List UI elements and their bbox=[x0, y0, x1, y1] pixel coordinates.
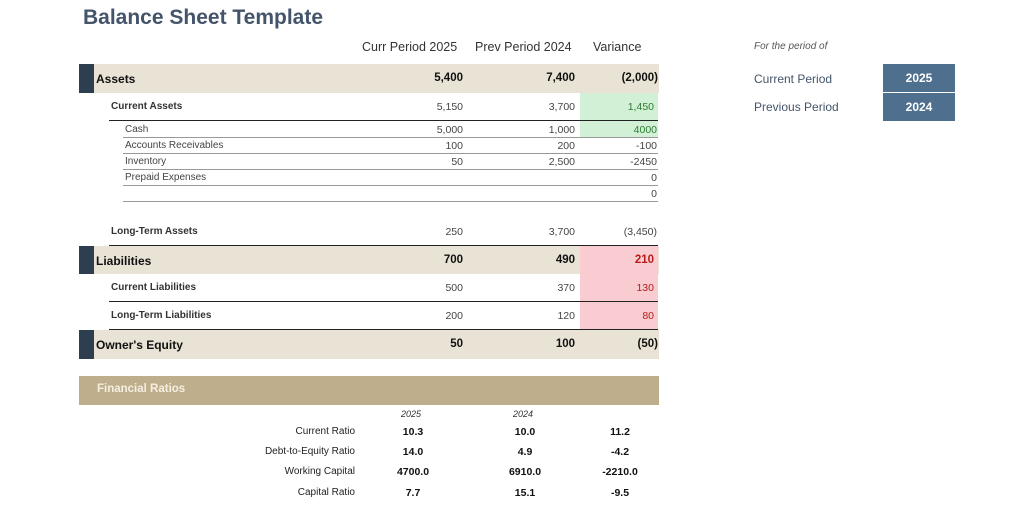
current-period-label: Current Period bbox=[754, 72, 833, 86]
long-term-assets-curr: 250 bbox=[445, 226, 463, 238]
divider bbox=[109, 301, 658, 302]
detail-prev-cash: 1,000 bbox=[548, 124, 575, 136]
long-term-assets-variance: (3,450) bbox=[623, 226, 657, 238]
ratio-curr-debt-equity: 14.0 bbox=[402, 446, 424, 458]
cash-variance-highlight bbox=[580, 121, 658, 137]
assets-variance: (2,000) bbox=[621, 72, 658, 84]
assets-label: Assets bbox=[96, 72, 136, 86]
long-term-liabilities-curr: 200 bbox=[445, 310, 463, 322]
divider bbox=[109, 245, 658, 246]
ratio-curr-current: 10.3 bbox=[402, 426, 424, 438]
liabilities-curr: 700 bbox=[443, 254, 463, 266]
previous-period-label: Previous Period bbox=[754, 100, 839, 114]
divider bbox=[123, 153, 658, 154]
detail-variance-prepaid: 0 bbox=[651, 172, 657, 184]
ratios-year-current: 2025 bbox=[401, 409, 422, 419]
ratio-label-capital: Capital Ratio bbox=[297, 487, 355, 498]
current-liabilities-prev: 370 bbox=[557, 282, 575, 294]
equity-label: Owner's Equity bbox=[96, 338, 183, 352]
liabilities-label: Liabilities bbox=[96, 254, 152, 268]
page-title: Balance Sheet Template bbox=[83, 6, 324, 29]
divider bbox=[123, 137, 658, 138]
divider bbox=[123, 169, 658, 170]
divider bbox=[109, 120, 658, 121]
assets-row-marker bbox=[79, 64, 94, 93]
assets-curr: 5,400 bbox=[434, 72, 463, 84]
ratio-curr-working-capital: 4700.0 bbox=[396, 466, 430, 478]
detail-label-cash: Cash bbox=[125, 124, 149, 135]
assets-row-band bbox=[79, 64, 659, 93]
long-term-liabilities-label: Long-Term Liabilities bbox=[111, 310, 212, 321]
detail-label-receivables: Accounts Receivables bbox=[125, 140, 224, 151]
current-assets-variance: 1,450 bbox=[627, 101, 654, 113]
ratio-label-debt-equity: Debt-to-Equity Ratio bbox=[264, 446, 355, 457]
column-header-variance: Variance bbox=[593, 40, 642, 54]
equity-prev: 100 bbox=[555, 338, 575, 350]
current-assets-prev: 3,700 bbox=[548, 101, 575, 113]
ratio-variance-working-capital: -2210.0 bbox=[602, 466, 638, 478]
column-header-current: Curr Period 2025 bbox=[362, 40, 458, 54]
ratios-year-previous: 2024 bbox=[513, 409, 534, 419]
period-caption: For the period of bbox=[754, 41, 828, 52]
assets-prev: 7,400 bbox=[546, 72, 575, 84]
long-term-assets-label: Long-Term Assets bbox=[111, 226, 198, 237]
long-term-liabilities-prev: 120 bbox=[557, 310, 575, 322]
current-period-value[interactable]: 2025 bbox=[883, 64, 955, 92]
detail-variance-blank: 0 bbox=[651, 188, 657, 200]
ratios-title: Financial Ratios bbox=[97, 383, 186, 395]
equity-row-marker bbox=[79, 330, 94, 359]
divider bbox=[109, 329, 658, 330]
liabilities-row-marker bbox=[79, 246, 94, 274]
detail-label-prepaid: Prepaid Expenses bbox=[125, 172, 207, 183]
long-term-assets-prev: 3,700 bbox=[548, 226, 575, 238]
ratio-prev-capital: 15.1 bbox=[514, 487, 536, 499]
previous-period-value[interactable]: 2024 bbox=[883, 93, 955, 121]
detail-prev-inventory: 2,500 bbox=[548, 156, 575, 168]
ratio-prev-working-capital: 6910.0 bbox=[508, 466, 542, 478]
current-assets-variance-highlight bbox=[580, 93, 658, 121]
liabilities-row-band bbox=[79, 246, 659, 274]
detail-variance-receivables: -100 bbox=[635, 140, 657, 152]
ratio-variance-debt-equity: -4.2 bbox=[610, 446, 630, 458]
detail-prev-receivables: 200 bbox=[557, 140, 575, 152]
equity-row-band bbox=[79, 330, 659, 359]
current-liabilities-curr: 500 bbox=[445, 282, 463, 294]
column-header-previous: Prev Period 2024 bbox=[475, 40, 572, 54]
detail-curr-inventory: 50 bbox=[451, 156, 463, 168]
detail-label-inventory: Inventory bbox=[125, 156, 167, 167]
equity-curr: 50 bbox=[450, 338, 463, 350]
current-assets-label: Current Assets bbox=[111, 101, 183, 112]
liabilities-prev: 490 bbox=[555, 254, 575, 266]
ratios-header-band bbox=[79, 376, 659, 405]
equity-variance: (50) bbox=[637, 338, 658, 350]
ratio-prev-current: 10.0 bbox=[514, 426, 536, 438]
divider bbox=[123, 201, 658, 202]
liabilities-variance: 210 bbox=[634, 254, 654, 266]
ratio-label-working-capital: Working Capital bbox=[284, 466, 355, 477]
ratio-curr-capital: 7.7 bbox=[405, 487, 421, 499]
current-liabilities-variance: 130 bbox=[636, 282, 654, 294]
current-assets-curr: 5,150 bbox=[436, 101, 463, 113]
liabilities-variance-highlight bbox=[580, 246, 658, 330]
ratio-variance-capital: -9.5 bbox=[610, 487, 630, 499]
detail-curr-receivables: 100 bbox=[445, 140, 463, 152]
current-liabilities-label: Current Liabilities bbox=[111, 282, 197, 293]
long-term-liabilities-variance: 80 bbox=[642, 310, 654, 322]
detail-curr-cash: 5,000 bbox=[436, 124, 463, 136]
ratio-label-current: Current Ratio bbox=[295, 426, 355, 437]
detail-variance-inventory: -2450 bbox=[630, 156, 657, 168]
ratio-variance-current: 11.2 bbox=[610, 426, 630, 438]
detail-variance-cash: 4000 bbox=[633, 124, 657, 136]
ratio-prev-debt-equity: 4.9 bbox=[517, 446, 533, 458]
divider bbox=[123, 185, 658, 186]
